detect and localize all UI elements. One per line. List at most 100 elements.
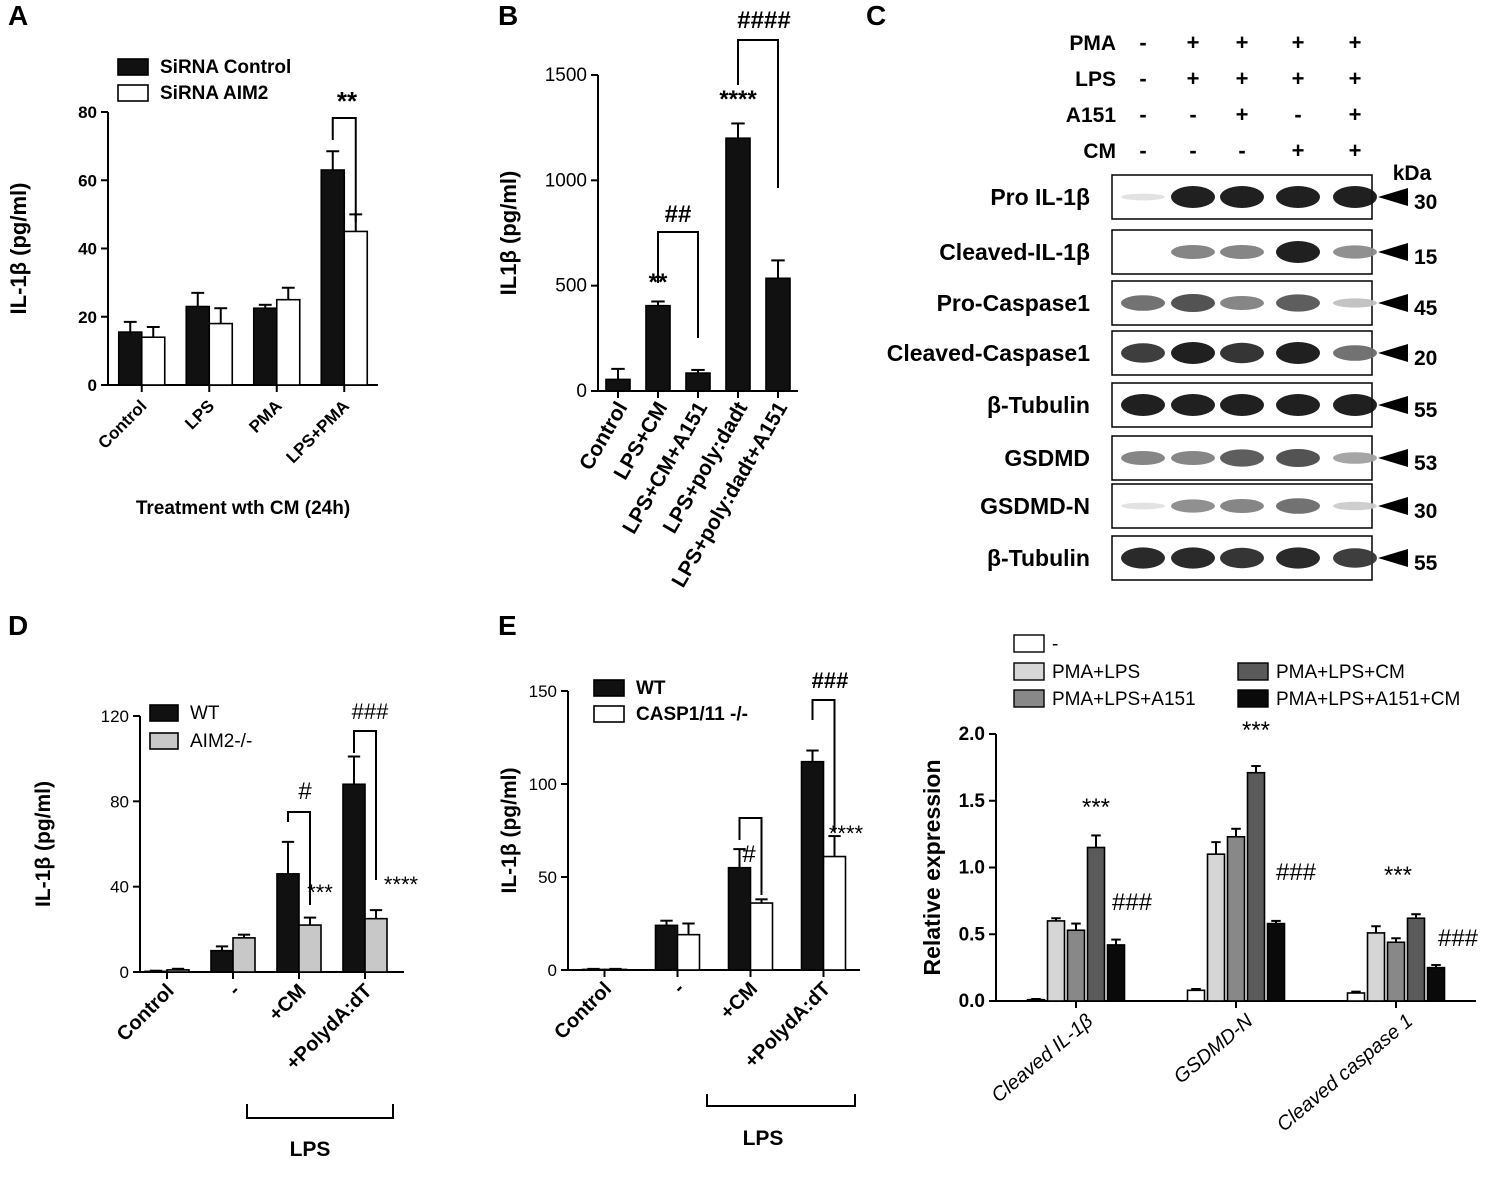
bar-pma-lps-cm-cleaved-caspase-1: [1406, 917, 1426, 1002]
y-tick-label: 0: [548, 961, 557, 980]
bar-wt-polyda-dt: [342, 783, 366, 973]
marker-arrow-icon: [1378, 396, 1408, 414]
kda-header: kDa: [1393, 162, 1432, 185]
blot-band: [1220, 499, 1264, 513]
bar-casp1-11-cm: [749, 902, 774, 971]
bar-pma-lps-cm-gsdmd-n: [1246, 771, 1266, 1002]
significance-label: ***: [307, 880, 333, 905]
blot-row-gsdmd-n: GSDMD-N 30: [980, 483, 1437, 529]
y-tick-label: 1500: [545, 65, 587, 86]
x-axis-label: Treatment wth CM (24h): [136, 498, 350, 519]
x-tick-label: LPS: [181, 396, 218, 433]
legend-swatch: [117, 58, 149, 76]
bar-sirna-aim2-lps: [208, 322, 234, 386]
blot-band: [1276, 449, 1320, 467]
legend-label: PMA+LPS+A151: [1052, 689, 1196, 710]
y-tick-label: 2.0: [959, 724, 985, 745]
blot-band: [1171, 245, 1215, 259]
legend-swatch: [149, 704, 179, 722]
legend-label: WT: [636, 678, 666, 699]
legend-label: PMA+LPS+CM: [1276, 662, 1405, 683]
x-tick-label: Control: [550, 978, 616, 1044]
blot-band: [1220, 449, 1264, 467]
blot-row-cleaved-il-1: Cleaved-IL-1β 15: [939, 229, 1438, 275]
bar-sirna-control-lps-pma: [320, 169, 346, 386]
blot-band: [1333, 394, 1377, 416]
y-axis-label: IL-1β (pg/ml): [6, 183, 31, 315]
x-tick-label: -: [669, 978, 689, 998]
condition-sign: +: [1349, 138, 1362, 163]
significance-label: ***: [1082, 794, 1110, 821]
condition-sign: -: [1139, 30, 1146, 55]
kda-value: 45: [1414, 297, 1438, 320]
condition-sign: +: [1187, 30, 1200, 55]
y-tick-label: 500: [555, 276, 587, 297]
significance-bracket: [811, 699, 836, 832]
bar-wt-minus: [210, 949, 234, 973]
significance-label: ###: [812, 668, 849, 693]
kda-value: 53: [1414, 452, 1437, 475]
significance-label: ***: [1242, 717, 1270, 744]
y-axis-label: IL1β (pg/ml): [496, 171, 521, 296]
blot-band: [1220, 245, 1264, 259]
bar-pma-lps-cm-cleaved-il-1: [1086, 846, 1106, 1002]
bars: [581, 749, 847, 971]
bar-value-lps-cm: [645, 304, 671, 392]
blot-band: [1121, 295, 1165, 311]
bar-pma-lps-a151-cm-gsdmd-n: [1266, 922, 1286, 1002]
bar-wt-minus: [654, 924, 679, 971]
blot-row-cleaved-caspase1: Cleaved-Caspase1 20: [887, 330, 1437, 376]
y-tick-label: 0: [88, 376, 97, 395]
kda-value: 55: [1414, 552, 1438, 575]
bars: [1026, 765, 1446, 1002]
significance-label: ###: [1112, 889, 1153, 916]
kda-value: 15: [1414, 246, 1438, 269]
y-tick-label: 0.0: [959, 991, 985, 1012]
marker-arrow-icon: [1378, 497, 1408, 515]
blot-label: Pro IL-1β: [990, 184, 1090, 210]
y-tick-label: 20: [78, 308, 97, 327]
bar-pma-lps-cleaved-caspase-1: [1366, 932, 1386, 1002]
condition-label-lps: LPS: [1075, 68, 1116, 91]
axes: 0.0 0.5 1.0 1.5 2.0 Relative expression Cleave…: [919, 724, 1476, 1136]
blot-band: [1121, 451, 1165, 465]
bar-sirna-aim2-lps-pma: [343, 230, 369, 386]
chart-a: 0 20 40 60 80 IL-1β (pg/ml) Control LPS PMALPS+P…: [6, 57, 378, 519]
treatment-conditions: PMA - + + + +LPS - + + + +A151- - + - +CM - - - + +: [1066, 30, 1362, 163]
condition-sign: -: [1139, 138, 1146, 163]
significance-label: #: [742, 841, 756, 868]
bar-aim2-cm: [298, 924, 322, 973]
bar-casp1-11-polyda-dt: [822, 855, 847, 971]
bar-wt-control: [144, 970, 168, 973]
blot-band: [1333, 298, 1377, 308]
x-tick-label: +CM: [265, 980, 311, 1026]
bar-value-control: [605, 378, 631, 392]
panel-letter-a: A: [8, 0, 29, 31]
legend-swatch: [149, 732, 179, 750]
condition-sign: +: [1236, 30, 1249, 55]
condition-sign: -: [1238, 138, 1245, 163]
blot-band: [1333, 452, 1377, 464]
legend-swatch: [593, 705, 625, 723]
significance-label: ###: [1438, 925, 1479, 952]
blot-label: Cleaved-Caspase1: [887, 340, 1090, 366]
blot-label: GSDMD-N: [980, 493, 1090, 519]
group-label: LPS: [290, 1138, 331, 1161]
condition-sign: -: [1139, 66, 1146, 91]
y-tick-label: 80: [110, 792, 129, 811]
bar-aim2-minus: [232, 937, 256, 973]
condition-sign: +: [1349, 66, 1362, 91]
y-tick-label: 60: [78, 171, 97, 190]
condition-label-a151: A151: [1066, 104, 1117, 127]
panel-letter-d: D: [8, 610, 29, 641]
x-tick-label: -: [224, 980, 244, 1000]
blot-band: [1333, 548, 1377, 568]
condition-label-cm: CM: [1083, 140, 1116, 163]
blot-band: [1121, 394, 1165, 416]
bar-pma-lps-gsdmd-n: [1206, 853, 1226, 1002]
bar-sirna-aim2-control: [140, 336, 166, 386]
condition-sign: -: [1189, 102, 1196, 127]
blot-band: [1220, 342, 1264, 364]
legend-swatch: [1013, 689, 1045, 708]
significance-bracket: [738, 817, 763, 895]
